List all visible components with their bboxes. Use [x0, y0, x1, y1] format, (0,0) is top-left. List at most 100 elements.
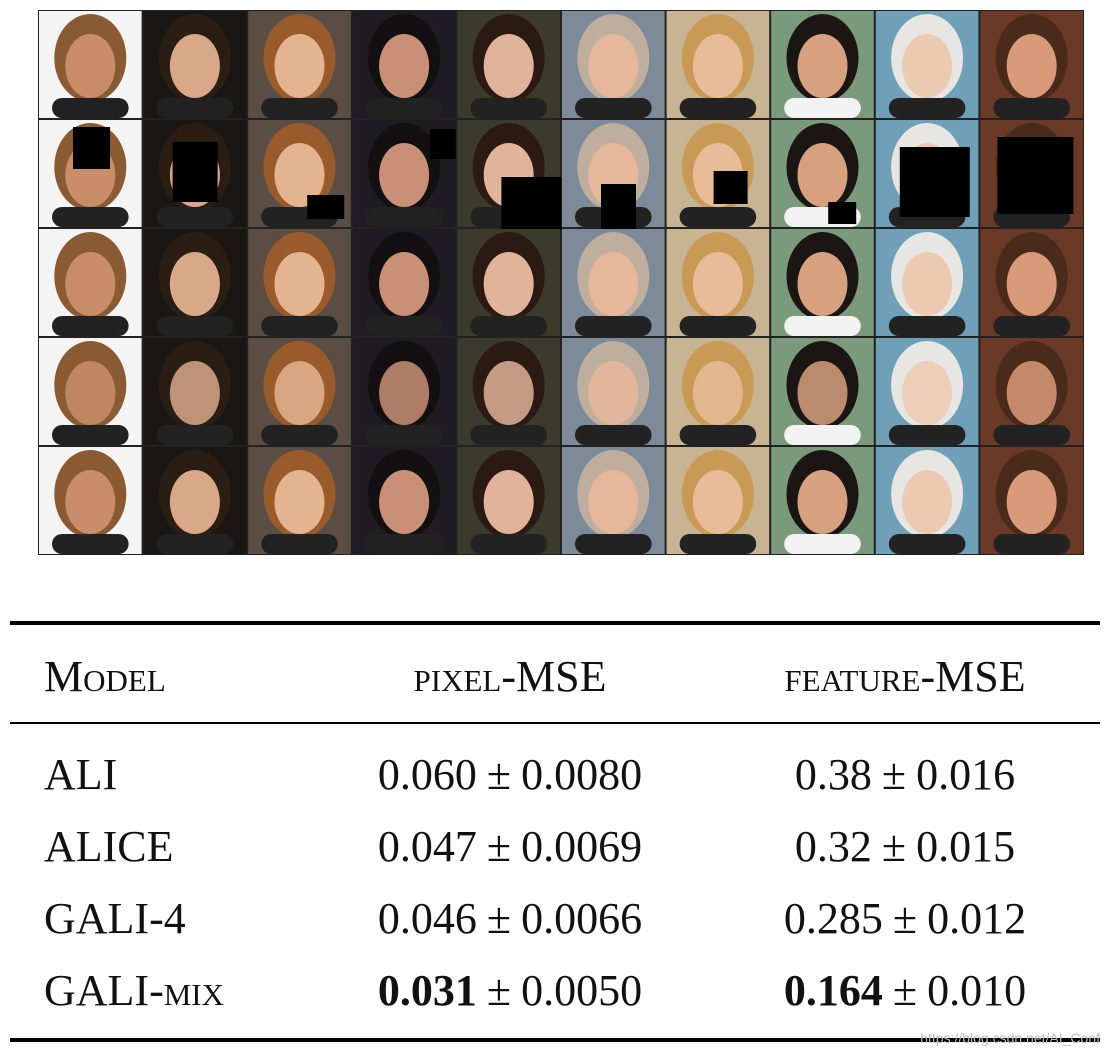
- header-cell: pixel-MSE: [413, 652, 607, 701]
- face: [902, 34, 953, 98]
- shoulders: [888, 534, 966, 554]
- shoulders: [784, 425, 861, 445]
- shoulders: [888, 98, 966, 118]
- mean: 0.32: [794, 822, 872, 871]
- face: [379, 470, 430, 534]
- face: [483, 34, 534, 98]
- shoulders: [365, 425, 443, 445]
- face: [169, 34, 220, 98]
- face: [65, 252, 116, 316]
- face: [902, 252, 953, 316]
- plus-minus: ±: [486, 894, 512, 943]
- feature-cell: 0.285 ±0.012: [735, 897, 1075, 941]
- shoulders: [993, 98, 1070, 118]
- plus-minus: ±: [881, 822, 907, 871]
- face: [65, 34, 116, 98]
- occlusion: [73, 127, 110, 169]
- shoulders: [52, 425, 129, 445]
- occlusion: [828, 202, 857, 224]
- face: [692, 361, 743, 425]
- face: [902, 470, 953, 534]
- face: [692, 34, 743, 98]
- face-grid: [38, 10, 1084, 555]
- shoulders: [365, 207, 443, 227]
- occlusion: [997, 137, 1074, 214]
- std: 0.0066: [521, 894, 643, 943]
- face: [274, 34, 325, 98]
- face: [692, 470, 743, 534]
- occlusion: [713, 171, 748, 204]
- shoulders: [784, 534, 861, 554]
- plus-minus: ±: [892, 894, 918, 943]
- face: [274, 252, 325, 316]
- face: [797, 361, 848, 425]
- shoulders: [679, 207, 757, 227]
- shoulders: [575, 425, 652, 445]
- face: [588, 252, 639, 316]
- shoulders: [365, 316, 443, 336]
- header-cell: feature-MSE: [784, 652, 1026, 701]
- shoulders: [52, 316, 129, 336]
- face: [274, 143, 325, 207]
- shoulders: [575, 98, 652, 118]
- face: [169, 470, 220, 534]
- pixel-cell: 0.047 ±0.0069: [340, 825, 680, 869]
- face: [483, 252, 534, 316]
- shoulders: [679, 98, 757, 118]
- face: [379, 34, 430, 98]
- shoulders: [679, 534, 757, 554]
- shoulders: [261, 534, 338, 554]
- face: [797, 143, 848, 207]
- face: [274, 361, 325, 425]
- shoulders: [52, 207, 129, 227]
- plus-minus: ±: [486, 750, 512, 799]
- shoulders: [470, 534, 547, 554]
- feature-cell: 0.164 ±0.010: [735, 969, 1075, 1013]
- shoulders: [993, 534, 1070, 554]
- face: [483, 361, 534, 425]
- plus-minus: ±: [892, 966, 918, 1015]
- face: [1006, 361, 1057, 425]
- face: [379, 361, 430, 425]
- shoulders: [261, 98, 338, 118]
- std: 0.016: [916, 750, 1016, 799]
- std: 0.012: [927, 894, 1027, 943]
- std: 0.015: [916, 822, 1016, 871]
- mean: 0.164: [783, 966, 883, 1015]
- face: [902, 361, 953, 425]
- face: [588, 361, 639, 425]
- shoulders: [993, 425, 1070, 445]
- model-cell: ALI: [44, 750, 118, 799]
- plus-minus: ±: [486, 822, 512, 871]
- face: [1006, 470, 1057, 534]
- occlusion: [501, 177, 562, 230]
- occlusion: [307, 195, 345, 219]
- watermark: https://blog.csdn.net/AI_Conf: [920, 1030, 1100, 1046]
- feature-cell: 0.38 ±0.016: [735, 753, 1075, 797]
- std: 0.0069: [521, 822, 643, 871]
- face: [588, 34, 639, 98]
- occlusion: [601, 184, 636, 230]
- face: [169, 252, 220, 316]
- shoulders: [679, 316, 757, 336]
- face: [692, 252, 743, 316]
- face: [797, 252, 848, 316]
- shoulders: [156, 98, 234, 118]
- mean: 0.046: [377, 894, 477, 943]
- shoulders: [679, 425, 757, 445]
- shoulders: [52, 98, 129, 118]
- shoulders: [52, 534, 129, 554]
- face: [274, 470, 325, 534]
- shoulders: [470, 425, 547, 445]
- mean: 0.285: [783, 894, 883, 943]
- shoulders: [470, 98, 547, 118]
- face: [797, 34, 848, 98]
- shoulders: [261, 425, 338, 445]
- model-cell: ALICE: [44, 822, 174, 871]
- face: [483, 470, 534, 534]
- shoulders: [993, 316, 1070, 336]
- occlusion: [429, 129, 456, 159]
- mean: 0.38: [794, 750, 872, 799]
- plus-minus: ±: [881, 750, 907, 799]
